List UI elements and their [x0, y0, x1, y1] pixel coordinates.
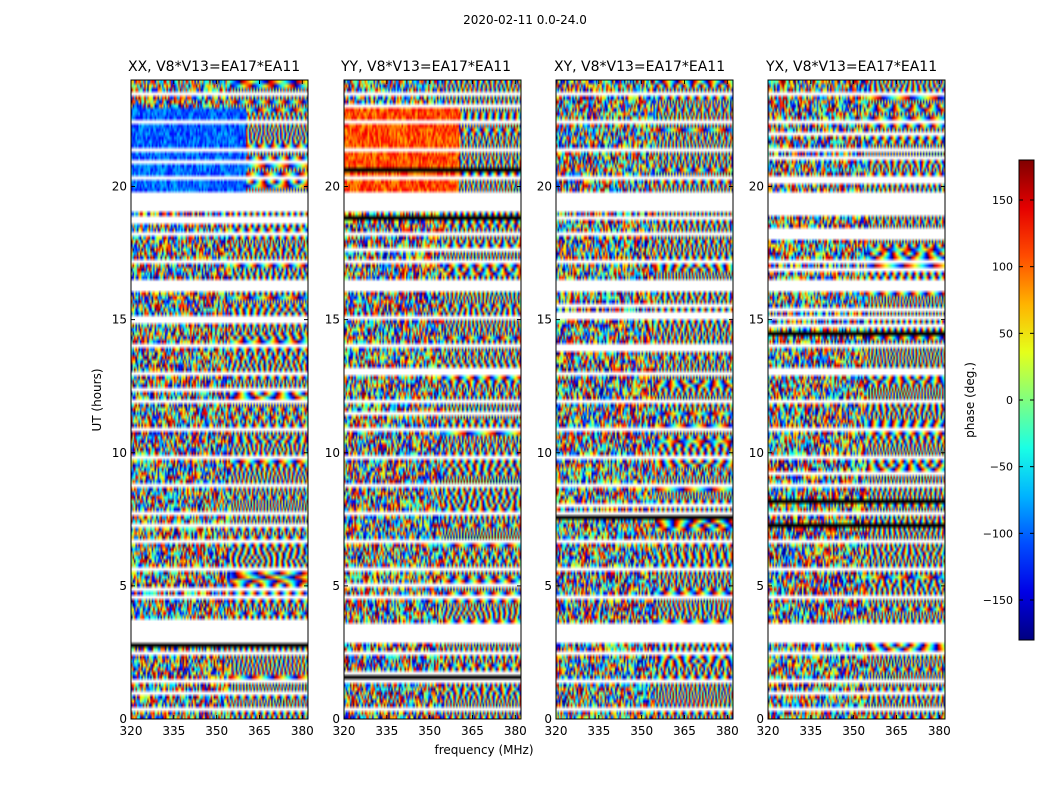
x-tick-label: 365: [885, 724, 908, 738]
y-tick-label: 10: [749, 446, 764, 460]
x-tick-label: 365: [248, 724, 271, 738]
panel-title-yy: YY, V8*V13=EA17*EA11: [341, 59, 512, 75]
panel-frame: [767, 79, 946, 720]
colorbar-tick-label: 0: [1006, 394, 1013, 407]
colorbar-tick-label: 100: [992, 261, 1013, 274]
x-tick-label: 320: [545, 724, 568, 738]
x-tick-label: 335: [587, 724, 610, 738]
panel-heatmap: [768, 80, 945, 719]
y-tick-label: 0: [544, 712, 552, 726]
x-tick-label: 380: [716, 724, 739, 738]
x-tick-label: 350: [630, 724, 653, 738]
figure-title: 2020-02-11 0.0-24.0: [463, 13, 587, 27]
x-tick-label: 365: [673, 724, 696, 738]
colorbar-tick-label: −50: [990, 461, 1013, 474]
x-tick-label: 335: [375, 724, 398, 738]
x-tick-label: 320: [120, 724, 143, 738]
panel-heatmap: [131, 80, 308, 719]
y-tick-label: 5: [332, 579, 340, 593]
y-tick-label: 15: [112, 313, 127, 327]
x-tick-label: 380: [291, 724, 314, 738]
y-tick-label: 20: [537, 180, 552, 194]
colorbar-tick-label: −100: [983, 527, 1013, 540]
x-tick-label: 350: [418, 724, 441, 738]
panel-1: 320 335 350 365 380 0 5 10 15 20: [325, 79, 527, 738]
x-tick-label: 320: [757, 724, 780, 738]
y-tick-label: 0: [119, 712, 127, 726]
x-axis-label: frequency (MHz): [434, 743, 534, 757]
y-tick-label: 5: [756, 579, 764, 593]
panel-title-xx: XX, V8*V13=EA17*EA11: [128, 59, 301, 75]
y-tick-label: 0: [332, 712, 340, 726]
colorbar-tick-label: 150: [992, 194, 1013, 207]
panel-frame: [555, 79, 734, 720]
x-tick-label: 335: [799, 724, 822, 738]
x-tick-label: 380: [504, 724, 527, 738]
colorbar-tick-label: 50: [999, 327, 1013, 340]
panel-title-yx: YX, V8*V13=EA17*EA11: [766, 59, 938, 75]
y-tick-label: 10: [112, 446, 127, 460]
panel-0: 320 335 350 365 380 0 5 10 15 20: [112, 79, 314, 738]
panel-title-xy: XY, V8*V13=EA17*EA11: [554, 59, 726, 75]
y-tick-label: 10: [537, 446, 552, 460]
y-tick-label: 20: [325, 180, 340, 194]
colorbar-tick-label: −150: [983, 594, 1013, 607]
x-tick-label: 350: [842, 724, 865, 738]
y-tick-label: 20: [112, 180, 127, 194]
y-tick-label: 5: [119, 579, 127, 593]
x-tick-label: 350: [205, 724, 228, 738]
panel-frame: [130, 79, 309, 720]
x-tick-label: 320: [333, 724, 356, 738]
x-tick-label: 365: [461, 724, 484, 738]
y-tick-label: 15: [325, 313, 340, 327]
y-tick-label: 10: [325, 446, 340, 460]
panel-heatmap: [344, 80, 521, 719]
y-tick-label: 15: [537, 313, 552, 327]
y-tick-label: 20: [749, 180, 764, 194]
y-tick-label: 0: [756, 712, 764, 726]
panel-frame: [343, 79, 522, 720]
y-tick-label: 15: [749, 313, 764, 327]
panel-heatmap: [556, 80, 733, 719]
x-tick-label: 335: [162, 724, 185, 738]
y-tick-label: 5: [544, 579, 552, 593]
panel-2: 320 335 350 365 380 0 5 10 15 20: [537, 79, 739, 738]
panel-3: 320 335 350 365 380 0 5 10 15 20: [749, 79, 951, 738]
x-tick-label: 380: [928, 724, 951, 738]
